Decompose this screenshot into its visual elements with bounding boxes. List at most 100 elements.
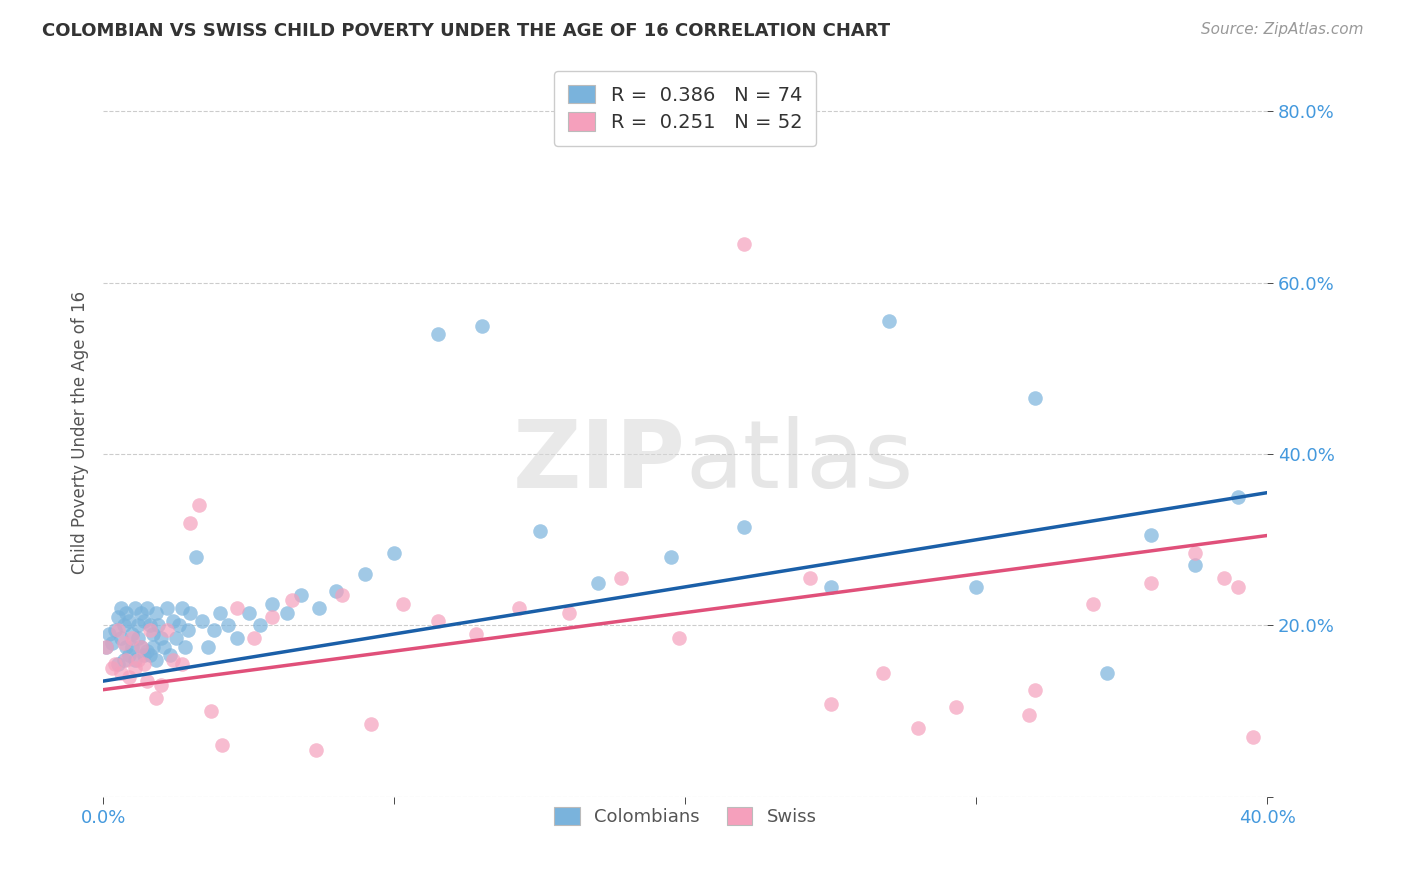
Point (1241, 730, 1264, 744)
Point (290, 589, 312, 603)
Point (112, 635, 135, 649)
Point (586, 575, 609, 590)
Point (1097, 665, 1119, 680)
Point (129, 640, 152, 654)
Point (112, 618, 135, 632)
Point (97, 627, 120, 641)
Point (129, 606, 152, 620)
Point (127, 632, 149, 646)
Point (170, 601, 193, 615)
Point (142, 627, 165, 641)
Point (877, 314, 900, 328)
Point (156, 601, 179, 615)
Point (101, 661, 124, 675)
Point (132, 657, 155, 671)
Point (135, 644, 157, 658)
Point (733, 520, 755, 534)
Point (820, 698, 842, 712)
Point (179, 516, 201, 530)
Point (132, 614, 155, 628)
Point (162, 653, 184, 667)
Point (610, 571, 633, 585)
Point (104, 657, 127, 671)
Point (148, 618, 170, 632)
Point (382, 546, 405, 560)
Point (153, 640, 176, 654)
Point (202, 623, 225, 637)
Point (820, 580, 842, 594)
Point (150, 678, 173, 692)
Point (1184, 546, 1206, 560)
Point (162, 614, 184, 628)
Point (281, 592, 304, 607)
Point (249, 618, 271, 632)
Point (186, 549, 208, 564)
Text: Source: ZipAtlas.com: Source: ZipAtlas.com (1201, 22, 1364, 37)
Point (508, 601, 530, 615)
Text: ZIP: ZIP (512, 416, 685, 508)
Point (260, 610, 283, 624)
Point (145, 653, 167, 667)
Point (159, 648, 181, 663)
Point (799, 571, 821, 585)
Point (121, 632, 143, 646)
Point (426, 327, 449, 342)
Point (124, 601, 146, 615)
Point (118, 648, 141, 663)
Point (733, 237, 755, 252)
Point (226, 632, 249, 646)
Point (558, 606, 581, 620)
Point (217, 618, 239, 632)
Point (200, 704, 222, 718)
Point (94, 640, 117, 654)
Point (308, 601, 330, 615)
Point (145, 606, 167, 620)
Point (121, 627, 143, 641)
Point (659, 549, 682, 564)
Point (167, 618, 190, 632)
Point (211, 739, 233, 753)
Point (1018, 708, 1040, 723)
Point (1024, 682, 1046, 697)
Point (1140, 575, 1163, 590)
Point (965, 580, 987, 594)
Point (276, 606, 298, 620)
Point (115, 653, 138, 667)
Point (325, 584, 347, 599)
Point (107, 657, 129, 671)
Point (135, 601, 157, 615)
Point (360, 717, 382, 731)
Point (115, 606, 138, 620)
Point (464, 627, 486, 641)
Point (945, 699, 967, 714)
Point (354, 567, 377, 582)
Point (107, 610, 129, 624)
Point (188, 499, 211, 513)
Point (529, 524, 551, 538)
Point (872, 665, 894, 680)
Point (112, 653, 135, 667)
Y-axis label: Child Poverty Under the Age of 16: Child Poverty Under the Age of 16 (72, 291, 89, 574)
Legend: Colombians, Swiss: Colombians, Swiss (546, 798, 825, 835)
Point (145, 691, 167, 706)
Point (392, 597, 415, 611)
Point (138, 618, 160, 632)
Point (118, 670, 141, 684)
Point (238, 606, 260, 620)
Point (110, 632, 132, 646)
Point (124, 653, 146, 667)
Point (138, 623, 160, 637)
Point (132, 648, 155, 663)
Point (110, 601, 132, 615)
Text: atlas: atlas (685, 416, 914, 508)
Point (135, 674, 157, 689)
Point (1227, 580, 1250, 594)
Point (121, 640, 143, 654)
Point (165, 632, 187, 646)
Point (129, 640, 152, 654)
Point (330, 589, 353, 603)
Point (176, 623, 198, 637)
Point (138, 648, 160, 663)
Point (668, 632, 690, 646)
Point (104, 623, 127, 637)
